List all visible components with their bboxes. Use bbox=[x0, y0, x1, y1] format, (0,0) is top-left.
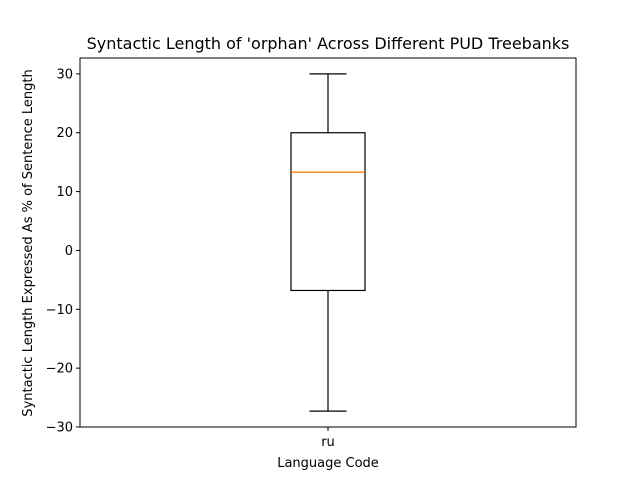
y-tick-label: −10 bbox=[46, 303, 73, 318]
x-tick-label: ru bbox=[321, 435, 335, 450]
chart-title: Syntactic Length of 'orphan' Across Diff… bbox=[87, 34, 570, 53]
y-axis-label: Syntactic Length Expressed As % of Sente… bbox=[21, 69, 36, 416]
y-tick-label: −30 bbox=[46, 421, 73, 436]
y-tick-label: −20 bbox=[46, 362, 73, 377]
plot-area: 30 20 10 0 −10 −20 −30 ru bbox=[46, 57, 577, 450]
y-tick-label: 0 bbox=[65, 244, 73, 259]
y-tick-label: 30 bbox=[56, 67, 73, 82]
y-tick-label: 20 bbox=[56, 126, 73, 141]
box-iqr bbox=[290, 132, 366, 292]
y-tick-label: 10 bbox=[56, 185, 73, 200]
x-axis-label: Language Code bbox=[277, 456, 379, 471]
